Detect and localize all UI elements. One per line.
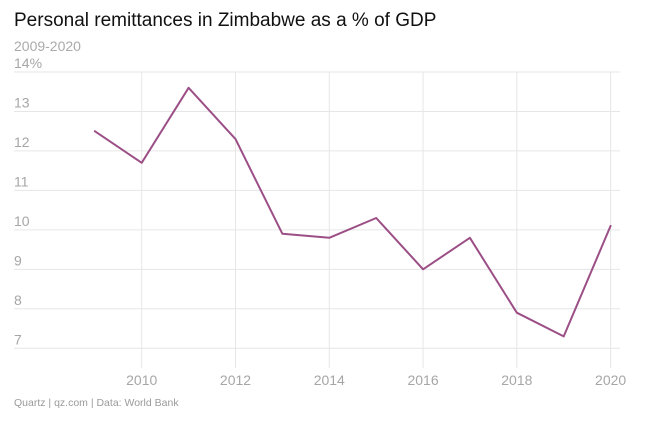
x-tick-label: 2010: [126, 372, 157, 388]
x-tick-label: 2016: [407, 372, 438, 388]
data-point-2018: [514, 310, 520, 316]
data-point-2013: [279, 231, 285, 237]
x-tick-label: 2018: [501, 372, 532, 388]
y-tick-label: 9: [14, 252, 22, 268]
data-point-2010: [139, 160, 145, 166]
x-axis-ticks: 2010 2012 2014 2016 2018 2020: [126, 372, 626, 388]
x-tick-label: 2012: [220, 372, 251, 388]
x-tick-label: 2014: [314, 372, 345, 388]
y-tick-label: 8: [14, 292, 22, 308]
data-point-2012: [232, 136, 238, 142]
series-layer: [92, 85, 614, 339]
data-point-2009: [92, 128, 98, 134]
grid-lines: [14, 71, 620, 368]
y-axis-ticks: 14% 13 12 11 10 9 8 7: [14, 55, 42, 347]
y-tick-label: 11: [14, 173, 29, 189]
x-tick-label: 2020: [595, 372, 626, 388]
series-line: [93, 86, 612, 338]
data-point-2014: [326, 235, 332, 241]
data-point-2019: [561, 333, 567, 339]
y-tick-label: 13: [14, 94, 30, 110]
data-point-2016: [420, 266, 426, 272]
data-point-2011: [186, 85, 192, 91]
source-footer: Quartz | qz.com | Data: World Bank: [14, 397, 179, 409]
y-tick-label: 12: [14, 134, 30, 150]
y-tick-label: 10: [14, 213, 30, 229]
data-point-2017: [467, 235, 473, 241]
data-point-2015: [373, 215, 379, 221]
y-tick-label: 14%: [14, 55, 42, 71]
data-point-2020: [608, 223, 614, 229]
chart-subtitle: 2009-2020: [14, 38, 81, 54]
y-tick-label: 7: [14, 331, 22, 347]
chart-title: Personal remittances in Zimbabwe as a % …: [14, 10, 437, 31]
